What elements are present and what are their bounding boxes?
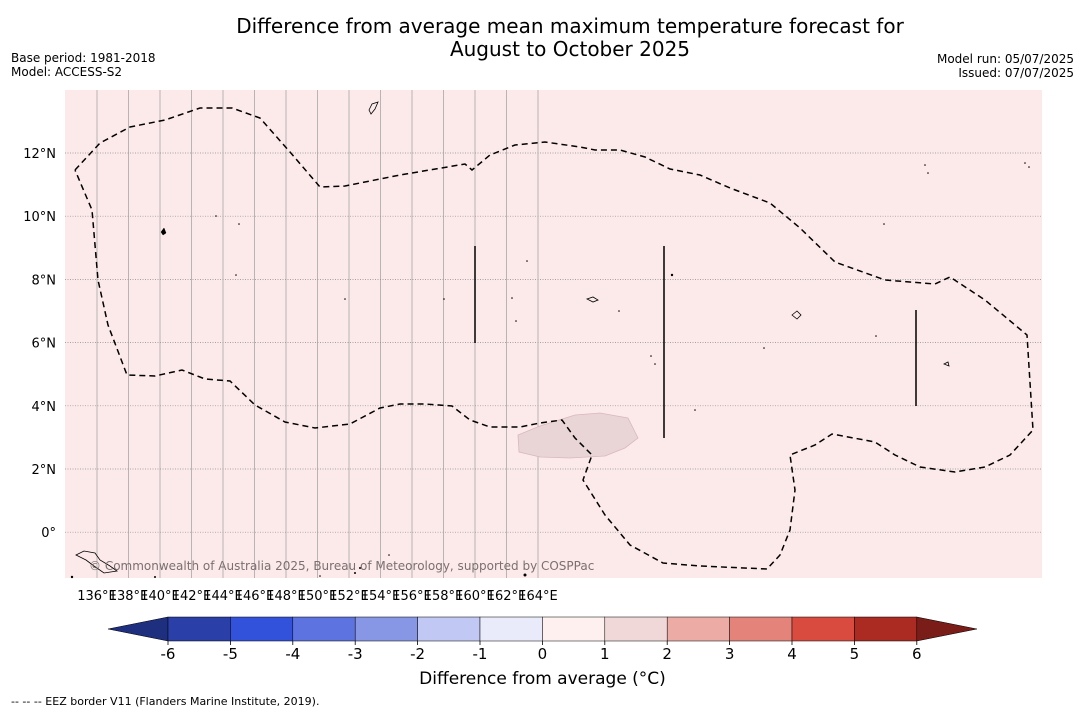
meta-left: Base period: 1981-2018 Model: ACCESS-S2 — [11, 51, 156, 79]
lat-label: 10°N — [23, 210, 56, 225]
colorbar-segment — [666, 616, 730, 642]
lat-label: 8°N — [32, 273, 57, 288]
colorbar-tick-label: -6 — [161, 645, 176, 663]
meta-right: Model run: 05/07/2025 Issued: 07/07/2025 — [937, 52, 1074, 80]
lat-label: 2°N — [32, 463, 57, 478]
title-line-2: August to October 2025 — [449, 37, 691, 61]
colorbar-tick-label: 0 — [538, 645, 548, 663]
colorbar-segment — [604, 616, 668, 642]
lon-label: 160°E — [455, 589, 495, 604]
colorbar-segment — [729, 616, 793, 642]
colorbar-tick-label: 2 — [662, 645, 672, 663]
colorbar-over-arrow — [916, 616, 978, 642]
colorbar-under-arrow — [107, 616, 169, 642]
colorbar-segment — [417, 616, 481, 642]
issued-date: Issued: 07/07/2025 — [958, 66, 1074, 80]
colorbar-tick-label: -2 — [410, 645, 425, 663]
lon-label: 142°E — [172, 589, 212, 604]
lon-label: 148°E — [266, 589, 306, 604]
latitude-labels: 12°N 10°N 8°N 6°N 4°N 2°N 0° — [23, 147, 56, 541]
lon-label: 156°E — [392, 589, 432, 604]
model-name: Model: ACCESS-S2 — [11, 65, 123, 79]
colorbar-tick-label: 6 — [912, 645, 922, 663]
map-title: Difference from average mean maximum tem… — [170, 15, 970, 61]
title-line-1: Difference from average mean maximum tem… — [236, 14, 904, 38]
eez-footnote: -- -- -- EEZ border V11 (Flanders Marine… — [11, 695, 320, 708]
colorbar-tick-label: -4 — [285, 645, 300, 663]
island-kosrae — [943, 361, 950, 367]
lon-label: 154°E — [361, 589, 401, 604]
island-dots — [70, 162, 1030, 579]
lon-label: 146°E — [235, 589, 275, 604]
colorbar-segment — [230, 616, 294, 642]
lon-label: 140°E — [140, 589, 180, 604]
lat-label: 12°N — [23, 147, 56, 162]
colorbar-tick-label: 5 — [850, 645, 860, 663]
lat-label: 4°N — [32, 400, 57, 415]
colorbar-segment — [479, 616, 543, 642]
base-period: Base period: 1981-2018 — [11, 51, 156, 65]
lat-label: 0° — [41, 526, 56, 541]
graticule — [65, 90, 1042, 578]
colorbar-tick-label: 4 — [787, 645, 797, 663]
colorbar: -6 -5 -4 -3 -2 -1 0 1 2 3 4 5 6 — [107, 616, 978, 663]
copyright-notice: © Commonwealth of Australia 2025, Bureau… — [89, 559, 594, 573]
island-papua-coast — [75, 550, 119, 574]
lon-label: 144°E — [203, 589, 243, 604]
colorbar-title: Difference from average (°C) — [419, 669, 666, 689]
colorbar-tick-label: -3 — [348, 645, 363, 663]
model-run: Model run: 05/07/2025 — [936, 52, 1074, 66]
shaded-anomaly-area — [517, 412, 639, 459]
map-background — [65, 90, 1042, 578]
colorbar-segment — [167, 616, 231, 642]
island-guam — [368, 101, 379, 115]
colorbar-tick-label: -5 — [223, 645, 238, 663]
colorbar-tick-label: 1 — [600, 645, 610, 663]
island-pohnpei — [791, 310, 802, 320]
lon-label: 138°E — [109, 589, 149, 604]
lat-label: 6°N — [32, 337, 57, 352]
colorbar-segment — [292, 616, 356, 642]
lon-label: 150°E — [298, 589, 338, 604]
colorbar-segment — [791, 616, 855, 642]
colorbar-segment — [854, 616, 918, 642]
eez-border-north — [74, 107, 1034, 570]
colorbar-segment — [542, 616, 606, 642]
lon-label: 136°E — [77, 589, 117, 604]
lon-label: 152°E — [329, 589, 369, 604]
colorbar-tick-label: -1 — [473, 645, 488, 663]
longitude-labels: 136°E138°E140°E142°E144°E146°E148°E150°E… — [77, 589, 558, 604]
colorbar-segment — [354, 616, 418, 642]
lon-label: 162°E — [487, 589, 527, 604]
lon-label: 164°E — [518, 589, 558, 604]
island-chuuk — [585, 296, 599, 303]
island-yap — [160, 227, 167, 236]
lon-label: 158°E — [424, 589, 464, 604]
colorbar-tick-label: 3 — [725, 645, 735, 663]
